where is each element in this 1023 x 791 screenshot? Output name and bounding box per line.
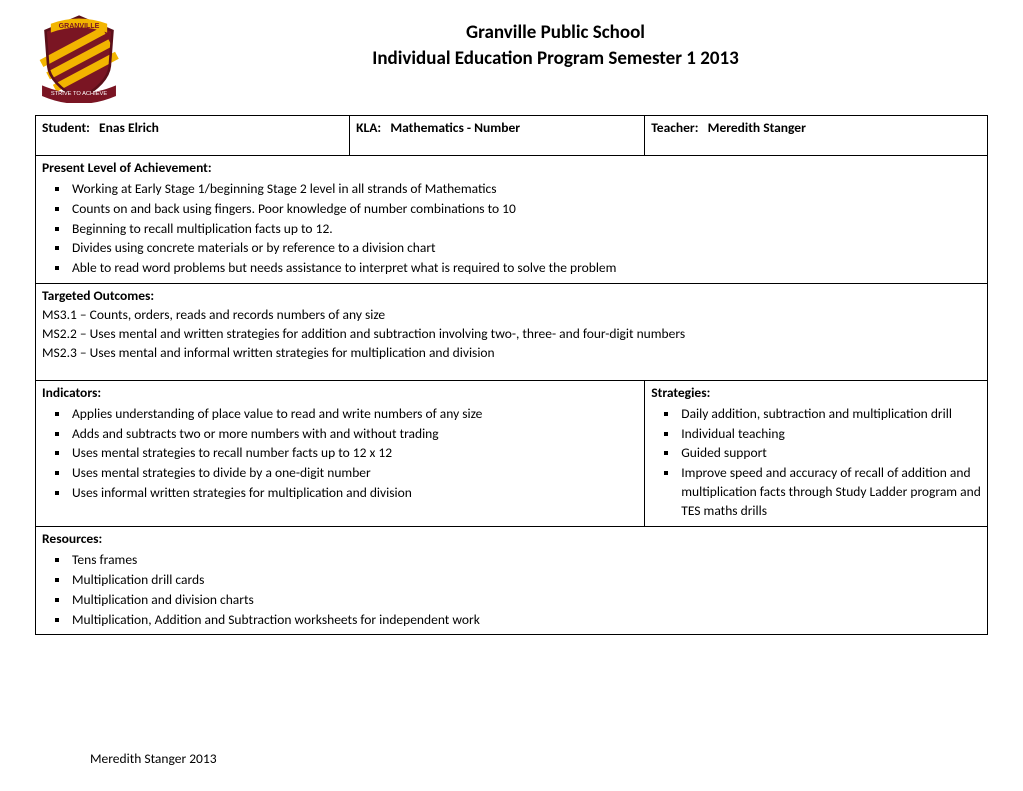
- list-item: Applies understanding of place value to …: [70, 405, 638, 424]
- school-name: Granville Public School: [123, 20, 988, 46]
- info-row: Student: Enas Elrich KLA: Mathematics - …: [36, 116, 988, 156]
- kla-value: Mathematics - Number: [390, 119, 520, 136]
- iep-table: Student: Enas Elrich KLA: Mathematics - …: [35, 115, 988, 635]
- list-item: Improve speed and accuracy of recall of …: [679, 464, 981, 521]
- list-item: Counts on and back using fingers. Poor k…: [70, 200, 981, 219]
- school-logo: GRANVILLE STRIVE TO ACHIEVE: [35, 15, 123, 103]
- list-item: Multiplication drill cards: [70, 571, 981, 590]
- list-item: Daily addition, subtraction and multipli…: [679, 405, 981, 424]
- strategies-heading: Strategies:: [651, 384, 710, 401]
- strategies-list: Daily addition, subtraction and multipli…: [651, 405, 981, 521]
- list-item: Working at Early Stage 1/beginning Stage…: [70, 180, 981, 199]
- list-item: Individual teaching: [679, 425, 981, 444]
- list-item: Multiplication, Addition and Subtraction…: [70, 611, 981, 630]
- page-titles: Granville Public School Individual Educa…: [123, 20, 988, 71]
- footer-author: Meredith Stanger 2013: [90, 750, 988, 767]
- list-item: Guided support: [679, 444, 981, 463]
- indicators-heading: Indicators:: [42, 384, 101, 401]
- present-level-cell: Present Level of Achievement: Working at…: [36, 155, 988, 283]
- indicators-cell: Indicators: Applies understanding of pla…: [36, 380, 645, 526]
- svg-text:STRIVE TO ACHIEVE: STRIVE TO ACHIEVE: [51, 91, 108, 97]
- student-value: Enas Elrich: [99, 119, 159, 136]
- header: GRANVILLE STRIVE TO ACHIEVE Granville Pu…: [35, 20, 988, 103]
- kla-cell: KLA: Mathematics - Number: [350, 116, 645, 156]
- list-item: Able to read word problems but needs ass…: [70, 259, 981, 278]
- student-cell: Student: Enas Elrich: [36, 116, 350, 156]
- list-item: Adds and subtracts two or more numbers w…: [70, 425, 638, 444]
- targeted-outcomes-heading: Targeted Outcomes:: [42, 287, 154, 304]
- program-title: Individual Education Program Semester 1 …: [123, 46, 988, 72]
- present-level-heading: Present Level of Achievement:: [42, 159, 212, 176]
- list-item: Uses mental strategies to recall number …: [70, 444, 638, 463]
- list-item: Uses mental strategies to divide by a on…: [70, 464, 638, 483]
- indicators-list: Applies understanding of place value to …: [42, 405, 638, 503]
- kla-label: KLA:: [356, 119, 381, 136]
- teacher-value: Meredith Stanger: [708, 119, 806, 136]
- present-level-list: Working at Early Stage 1/beginning Stage…: [42, 180, 981, 278]
- list-item: Multiplication and division charts: [70, 591, 981, 610]
- targeted-outcomes-cell: Targeted Outcomes: MS3.1 – Counts, order…: [36, 284, 988, 381]
- outcome-line: MS3.1 – Counts, orders, reads and record…: [42, 306, 385, 323]
- strategies-cell: Strategies: Daily addition, subtraction …: [645, 380, 988, 526]
- svg-text:GRANVILLE: GRANVILLE: [59, 23, 100, 30]
- resources-list: Tens frames Multiplication drill cards M…: [42, 551, 981, 630]
- list-item: Divides using concrete materials or by r…: [70, 239, 981, 258]
- resources-heading: Resources:: [42, 530, 102, 547]
- teacher-label: Teacher:: [651, 119, 698, 136]
- outcome-line: MS2.2 – Uses mental and written strategi…: [42, 325, 685, 342]
- resources-cell: Resources: Tens frames Multiplication dr…: [36, 527, 988, 635]
- list-item: Tens frames: [70, 551, 981, 570]
- student-label: Student:: [42, 119, 90, 136]
- teacher-cell: Teacher: Meredith Stanger: [645, 116, 988, 156]
- list-item: Uses informal written strategies for mul…: [70, 484, 638, 503]
- outcome-line: MS2.3 – Uses mental and informal written…: [42, 344, 495, 361]
- list-item: Beginning to recall multiplication facts…: [70, 220, 981, 239]
